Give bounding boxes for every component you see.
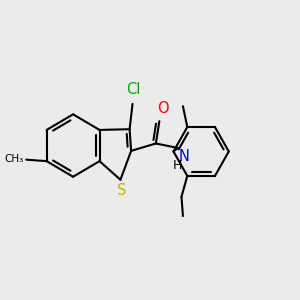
Text: CH₃: CH₃ bbox=[5, 154, 24, 164]
Text: Cl: Cl bbox=[126, 82, 140, 98]
Text: N: N bbox=[178, 149, 189, 164]
Text: H: H bbox=[172, 159, 182, 172]
Text: S: S bbox=[117, 183, 127, 198]
Text: O: O bbox=[157, 101, 169, 116]
